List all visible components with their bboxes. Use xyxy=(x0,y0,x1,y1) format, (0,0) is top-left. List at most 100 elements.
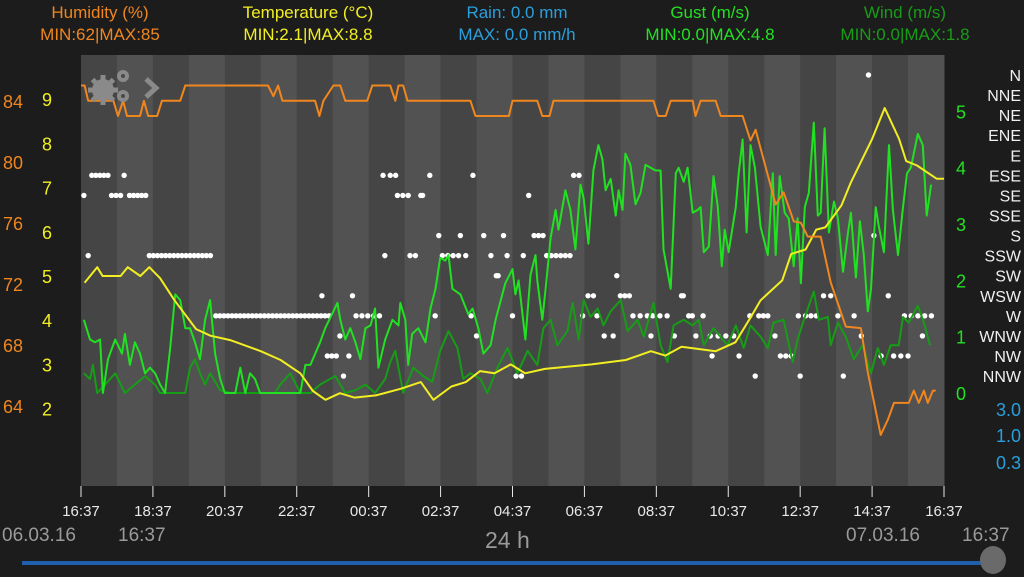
direction-dot xyxy=(400,192,406,199)
direction-dot xyxy=(760,313,767,319)
x-tick-label: 04:37 xyxy=(494,503,532,520)
direction-dot xyxy=(594,313,600,319)
direction-dot xyxy=(113,192,119,199)
x-tick-label: 12:37 xyxy=(781,503,819,520)
direction-dot xyxy=(840,373,847,379)
temperature-tick-label: 6 xyxy=(42,223,52,243)
hour-stripe xyxy=(800,55,837,486)
direction-dot xyxy=(576,172,582,179)
direction-dot xyxy=(626,293,633,299)
chevron-right-icon[interactable] xyxy=(144,77,160,99)
direction-dot xyxy=(257,313,264,319)
direction-dot xyxy=(650,313,656,319)
direction-dot xyxy=(85,252,91,259)
direction-dot xyxy=(199,252,205,259)
direction-tick-label: ENE xyxy=(988,128,1021,145)
direction-dot xyxy=(436,232,442,239)
direction-dot xyxy=(281,313,288,319)
speed-tick-label: 4 xyxy=(956,159,966,179)
direction-tick-label: W xyxy=(1006,309,1022,326)
legend-temperature-range: MIN:2.1|MAX:8.8 xyxy=(243,25,373,44)
speed-tick-label: 1 xyxy=(956,328,966,348)
direction-dot xyxy=(310,313,316,319)
direction-dot xyxy=(590,293,597,299)
direction-tick-label: NNE xyxy=(987,88,1021,105)
direction-dot xyxy=(117,192,124,199)
direction-tick-label: NNW xyxy=(983,369,1022,386)
direction-dot xyxy=(225,313,231,319)
direction-dot xyxy=(203,252,210,259)
legend-gust-title: Gust (m/s) xyxy=(670,3,750,22)
hour-stripe xyxy=(584,55,621,486)
direction-dot xyxy=(241,313,247,319)
legend-temperature-title: Temperature (°C) xyxy=(242,3,374,22)
gear-icon[interactable] xyxy=(88,70,129,105)
direction-dot xyxy=(898,353,904,359)
direction-dot xyxy=(610,333,616,339)
direction-dot xyxy=(412,252,419,259)
direction-dot xyxy=(557,252,564,259)
direction-dot xyxy=(353,313,359,319)
direction-dot xyxy=(166,252,173,259)
direction-dot xyxy=(709,353,715,359)
direction-dot xyxy=(314,313,320,319)
direction-tick-label: SSE xyxy=(989,208,1021,225)
direction-dot xyxy=(488,252,494,259)
direction-tick-label: SE xyxy=(1000,188,1021,205)
x-tick-label: 16:37 xyxy=(925,503,963,520)
direction-dot xyxy=(419,192,426,199)
start-date: 06.03.16 xyxy=(2,525,76,546)
direction-dot xyxy=(134,192,141,199)
wind-line xyxy=(83,290,931,394)
direction-dot xyxy=(637,313,643,319)
direction-dot xyxy=(261,313,268,319)
hour-stripe xyxy=(188,55,226,486)
direction-tick-label: SW xyxy=(995,269,1022,286)
time-slider-knob[interactable] xyxy=(980,546,1006,574)
direction-dot xyxy=(306,313,312,319)
direction-dot xyxy=(470,172,476,179)
temperature-tick-label: 3 xyxy=(42,355,52,375)
series-lines xyxy=(81,84,944,436)
direction-dot xyxy=(463,252,469,259)
direction-dot xyxy=(432,313,438,319)
direction-dot xyxy=(179,252,185,259)
hour-stripe xyxy=(620,55,657,486)
direction-dot xyxy=(290,313,296,319)
direction-dot xyxy=(700,313,706,319)
direction-dot xyxy=(513,373,519,379)
direction-dot xyxy=(245,313,251,319)
gust-line xyxy=(82,121,933,394)
hour-stripe xyxy=(152,55,190,486)
direction-dot xyxy=(187,252,193,259)
direction-dot xyxy=(885,293,891,299)
direction-dot xyxy=(81,192,87,199)
direction-dot xyxy=(723,333,729,339)
direction-dot xyxy=(105,172,111,179)
direction-dot xyxy=(387,172,393,179)
direction-dot xyxy=(630,313,636,319)
direction-dot xyxy=(919,333,926,339)
humidity-tick-label: 68 xyxy=(3,336,23,356)
direction-dot xyxy=(468,313,474,319)
direction-dot xyxy=(657,313,663,319)
rain-tick-label: 1.0 xyxy=(996,426,1021,446)
humidity-tick-label: 80 xyxy=(3,153,23,173)
direction-dot xyxy=(585,293,591,299)
hour-stripe xyxy=(260,55,298,486)
direction-dot xyxy=(221,313,227,319)
hour-stripe xyxy=(908,55,945,486)
hour-stripe xyxy=(116,55,154,486)
y-axes: 84807672686498765432543210NNNENEENEEESES… xyxy=(3,68,1022,473)
start-time: 16:37 xyxy=(118,525,166,546)
direction-dot xyxy=(150,252,157,259)
x-tick-label: 20:37 xyxy=(206,503,244,520)
direction-dot xyxy=(253,313,259,319)
direction-dot xyxy=(213,313,219,319)
direction-dot xyxy=(93,172,99,179)
direction-dot xyxy=(319,293,325,299)
humidity-tick-label: 64 xyxy=(3,397,23,417)
direction-dot xyxy=(318,313,324,319)
direction-dot xyxy=(277,313,284,319)
